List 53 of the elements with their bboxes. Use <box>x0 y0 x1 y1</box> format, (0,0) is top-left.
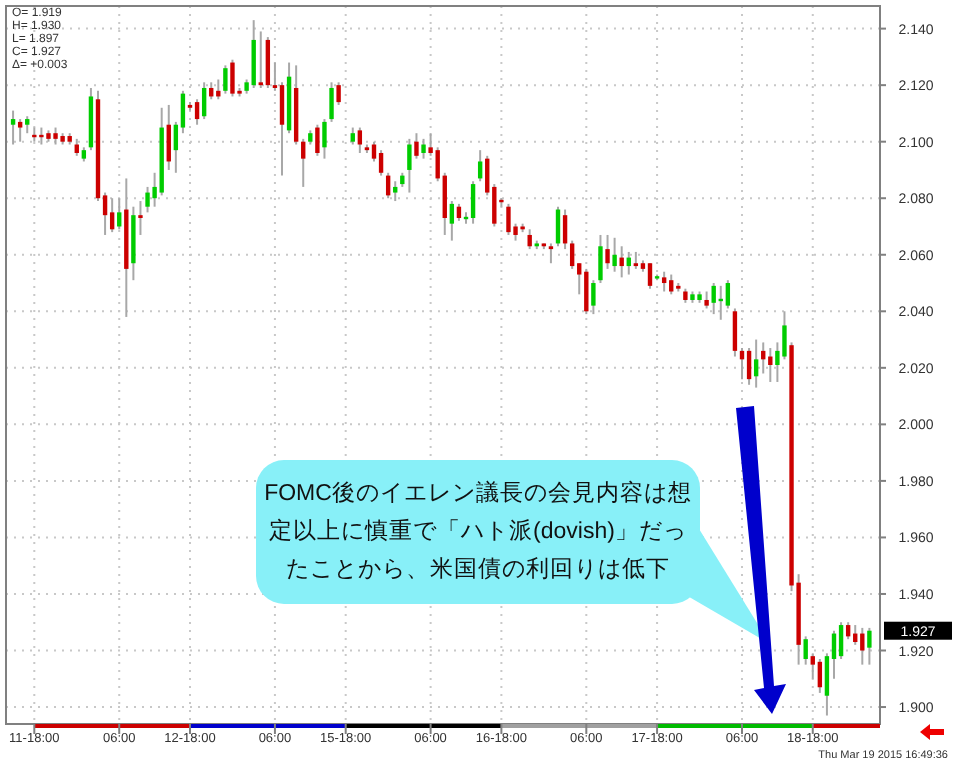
candlestick <box>810 652 815 680</box>
candlestick <box>669 273 674 296</box>
candlestick <box>598 233 603 285</box>
candlestick <box>612 236 617 273</box>
candlestick <box>661 270 667 293</box>
candlestick <box>223 64 228 95</box>
candlestick <box>449 200 455 242</box>
candlestick <box>838 621 844 660</box>
candlestick <box>329 81 334 123</box>
candlestick <box>470 180 476 225</box>
candlestick <box>506 202 511 236</box>
candlestick <box>647 262 653 290</box>
candlestick <box>569 239 575 270</box>
candlestick <box>860 626 865 666</box>
candlestick <box>768 347 773 383</box>
candlestick <box>591 279 596 316</box>
candlestick <box>109 197 115 234</box>
candlestick <box>477 149 483 183</box>
candlestick <box>746 347 752 386</box>
candlestick <box>725 279 731 310</box>
candlestick <box>230 58 235 98</box>
candlestick <box>251 19 256 89</box>
candlestick <box>619 245 624 279</box>
candlestick <box>584 267 589 316</box>
candlestick <box>17 118 23 143</box>
candlestick <box>117 197 122 231</box>
candlestick <box>357 126 363 154</box>
annotation: FOMC後のイエレン議長の会見内容は想定以上に慎重で「ハト派(dovish)」だったことから、米国債の利回りは低下 <box>264 478 692 582</box>
candlestick <box>732 307 738 358</box>
candlestick <box>867 626 872 666</box>
candlestick <box>393 180 398 203</box>
candlestick <box>605 233 610 270</box>
candlestick <box>194 98 200 126</box>
candlestick <box>201 81 207 121</box>
candlestick <box>265 36 271 89</box>
candlestick <box>322 118 327 160</box>
candlestick <box>562 208 568 251</box>
candlestick <box>378 149 384 177</box>
candlestick <box>421 137 426 160</box>
candlestick <box>10 109 16 146</box>
candlestick <box>138 200 143 236</box>
candlestick <box>753 338 759 389</box>
candlestick <box>782 310 787 361</box>
candlestick <box>711 282 716 316</box>
candlestick <box>414 132 419 160</box>
candlestick <box>315 123 320 157</box>
candlestick <box>279 81 285 177</box>
candlestick <box>527 228 532 251</box>
candlestick <box>407 137 412 194</box>
candlestick <box>258 30 263 89</box>
candlestick <box>301 137 306 188</box>
candlestick <box>145 185 150 214</box>
candlestick <box>548 242 554 265</box>
